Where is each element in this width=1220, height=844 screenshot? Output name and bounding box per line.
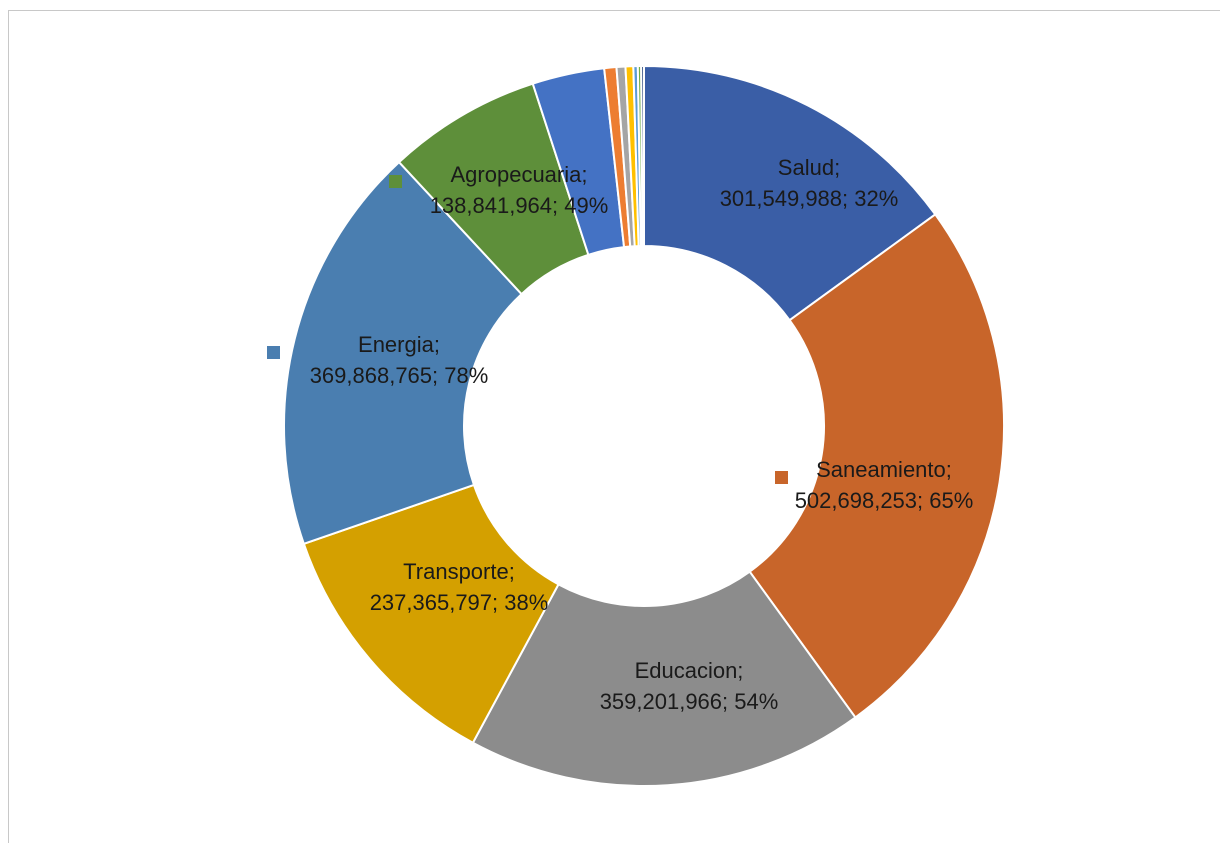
data-label-energia: Energia; 369,868,765; 78%: [310, 332, 489, 388]
donut-slice-educacion: [471, 570, 857, 787]
data-label-transporte: Transporte; 237,365,797; 38%: [370, 559, 549, 615]
data-label-salud: Salud; 301,549,988; 32%: [720, 155, 899, 211]
data-label-educacion: Educacion; 359,201,966; 54%: [600, 658, 779, 714]
donut-slice-salud: [643, 64, 937, 322]
label-marker-agropecuaria: [389, 175, 402, 188]
donut-slice-other-12: [640, 64, 645, 248]
chart-area: Salud; 301,549,988; 32% Saneamiento; 502,69…: [8, 10, 1220, 843]
donut-slice-saneamiento: [748, 213, 1005, 719]
donut-slice-energia: [283, 160, 523, 546]
data-label-agropecuaria: Agropecuaria; 138,841,964; 49%: [430, 162, 609, 218]
data-label-saneamiento: Saneamiento; 502,698,253; 65%: [795, 457, 974, 513]
donut-chart: Salud; 301,549,988; 32% Saneamiento; 502,69…: [267, 64, 1005, 787]
label-marker-energia: [267, 346, 280, 359]
label-marker-saneamiento: [775, 471, 788, 484]
donut-slice-transporte: [302, 483, 560, 745]
